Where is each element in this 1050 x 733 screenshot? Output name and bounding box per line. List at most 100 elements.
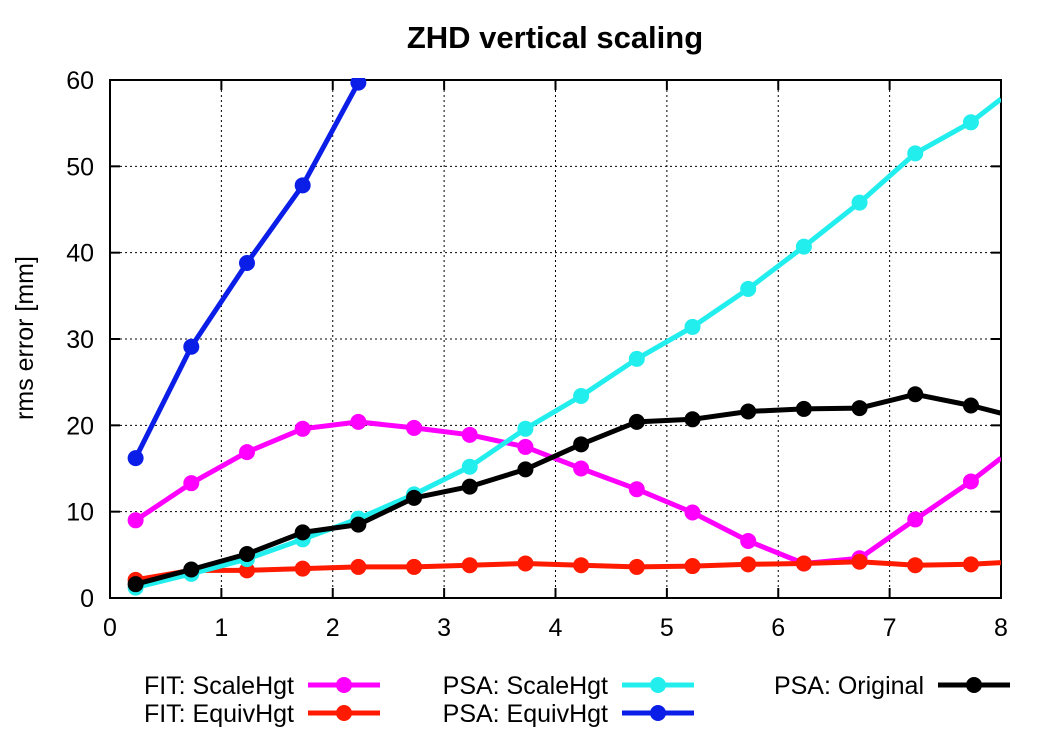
y-tick-label: 30 [66, 326, 94, 354]
legend-label: FIT: EquivHgt [144, 700, 294, 728]
x-tick-label: 6 [771, 614, 785, 642]
data-point [238, 255, 255, 272]
y-tick-label: 10 [66, 499, 94, 527]
data-point [294, 560, 311, 577]
data-point [461, 426, 478, 443]
data-point [238, 562, 255, 579]
series-psa-scalehgt [127, 97, 1001, 596]
data-point [628, 350, 645, 367]
chart-title: ZHD vertical scaling [407, 20, 703, 55]
series-fit-scalehgt [127, 413, 1001, 572]
data-point [127, 512, 144, 529]
data-point [740, 280, 757, 297]
data-point [406, 419, 423, 436]
data-point [962, 397, 979, 414]
y-tick-label: 50 [66, 153, 94, 181]
data-point [907, 386, 924, 403]
data-point [684, 504, 701, 521]
data-point [628, 413, 645, 430]
y-tick-label: 40 [66, 240, 94, 268]
legend-swatch-marker [966, 677, 982, 693]
data-point [684, 318, 701, 335]
legend-item-psa-original: PSA: Original [774, 672, 1010, 700]
series-line [134, 97, 1001, 591]
data-point [628, 481, 645, 498]
series-line [135, 559, 1001, 583]
legend-item-psa-scalehgt: PSA: ScaleHgt [443, 672, 694, 700]
series-line [134, 419, 1001, 566]
data-point [851, 400, 868, 417]
legend-swatch-marker [336, 677, 352, 693]
x-tick-label: 3 [437, 614, 451, 642]
data-point [350, 558, 367, 575]
data-point [517, 555, 534, 572]
data-point [962, 114, 979, 131]
y-axis-label: rms error [mm] [11, 256, 39, 420]
data-point [795, 400, 812, 417]
data-point [238, 545, 255, 562]
data-point [851, 553, 868, 570]
data-point [907, 557, 924, 574]
data-point [851, 194, 868, 211]
tick-labels: 0 1 2 3 4 5 6 7 8 0 10 20 30 40 50 60 [66, 67, 1008, 642]
data-point [350, 516, 367, 533]
data-point [740, 403, 757, 420]
data-point [294, 524, 311, 541]
x-tick-label: 8 [994, 614, 1008, 642]
data-point [517, 461, 534, 478]
y-tick-label: 60 [66, 67, 94, 95]
data-point [183, 338, 200, 355]
data-point [517, 438, 534, 455]
axes [109, 79, 1002, 599]
data-point [350, 78, 367, 91]
data-point [907, 511, 924, 528]
series-fit-equivhgt [127, 553, 1001, 588]
series-group [127, 78, 1001, 596]
data-point [628, 558, 645, 575]
x-tick-label: 7 [883, 614, 897, 642]
data-point [406, 558, 423, 575]
data-point [294, 177, 311, 194]
data-point [350, 413, 367, 430]
data-point [461, 557, 478, 574]
data-point [573, 436, 590, 453]
legend-item-fit-scalehgt: FIT: ScaleHgt [144, 672, 380, 700]
data-point [740, 533, 757, 550]
x-tick-label: 4 [549, 614, 563, 642]
data-point [795, 238, 812, 255]
legend-label: FIT: ScaleHgt [144, 672, 294, 700]
y-tick-label: 20 [66, 412, 94, 440]
legend-swatch-marker [336, 705, 352, 721]
data-point [795, 555, 812, 572]
data-point [962, 473, 979, 490]
data-point [684, 411, 701, 428]
x-tick-label: 1 [214, 614, 228, 642]
data-point [183, 475, 200, 492]
data-point [461, 458, 478, 475]
legend-swatch-marker [650, 705, 666, 721]
legend-label: PSA: EquivHgt [443, 700, 608, 728]
x-tick-label: 5 [660, 614, 674, 642]
data-point [127, 576, 144, 593]
x-tick-label: 0 [103, 614, 117, 642]
data-point [238, 444, 255, 461]
grid [110, 80, 1001, 598]
data-point [907, 145, 924, 162]
series-line [134, 391, 1001, 587]
data-point [573, 460, 590, 477]
series-psa-original [127, 386, 1001, 593]
data-point [517, 420, 534, 437]
legend-item-fit-equivhgt: FIT: EquivHgt [144, 700, 380, 728]
data-point [740, 556, 757, 573]
legend-label: PSA: Original [774, 672, 924, 700]
data-point [406, 489, 423, 506]
data-point [962, 556, 979, 573]
y-tick-label: 0 [80, 585, 94, 613]
data-point [461, 478, 478, 495]
x-tick-label: 2 [326, 614, 340, 642]
data-point [573, 557, 590, 574]
legend-label: PSA: ScaleHgt [443, 672, 608, 700]
data-point [684, 558, 701, 575]
